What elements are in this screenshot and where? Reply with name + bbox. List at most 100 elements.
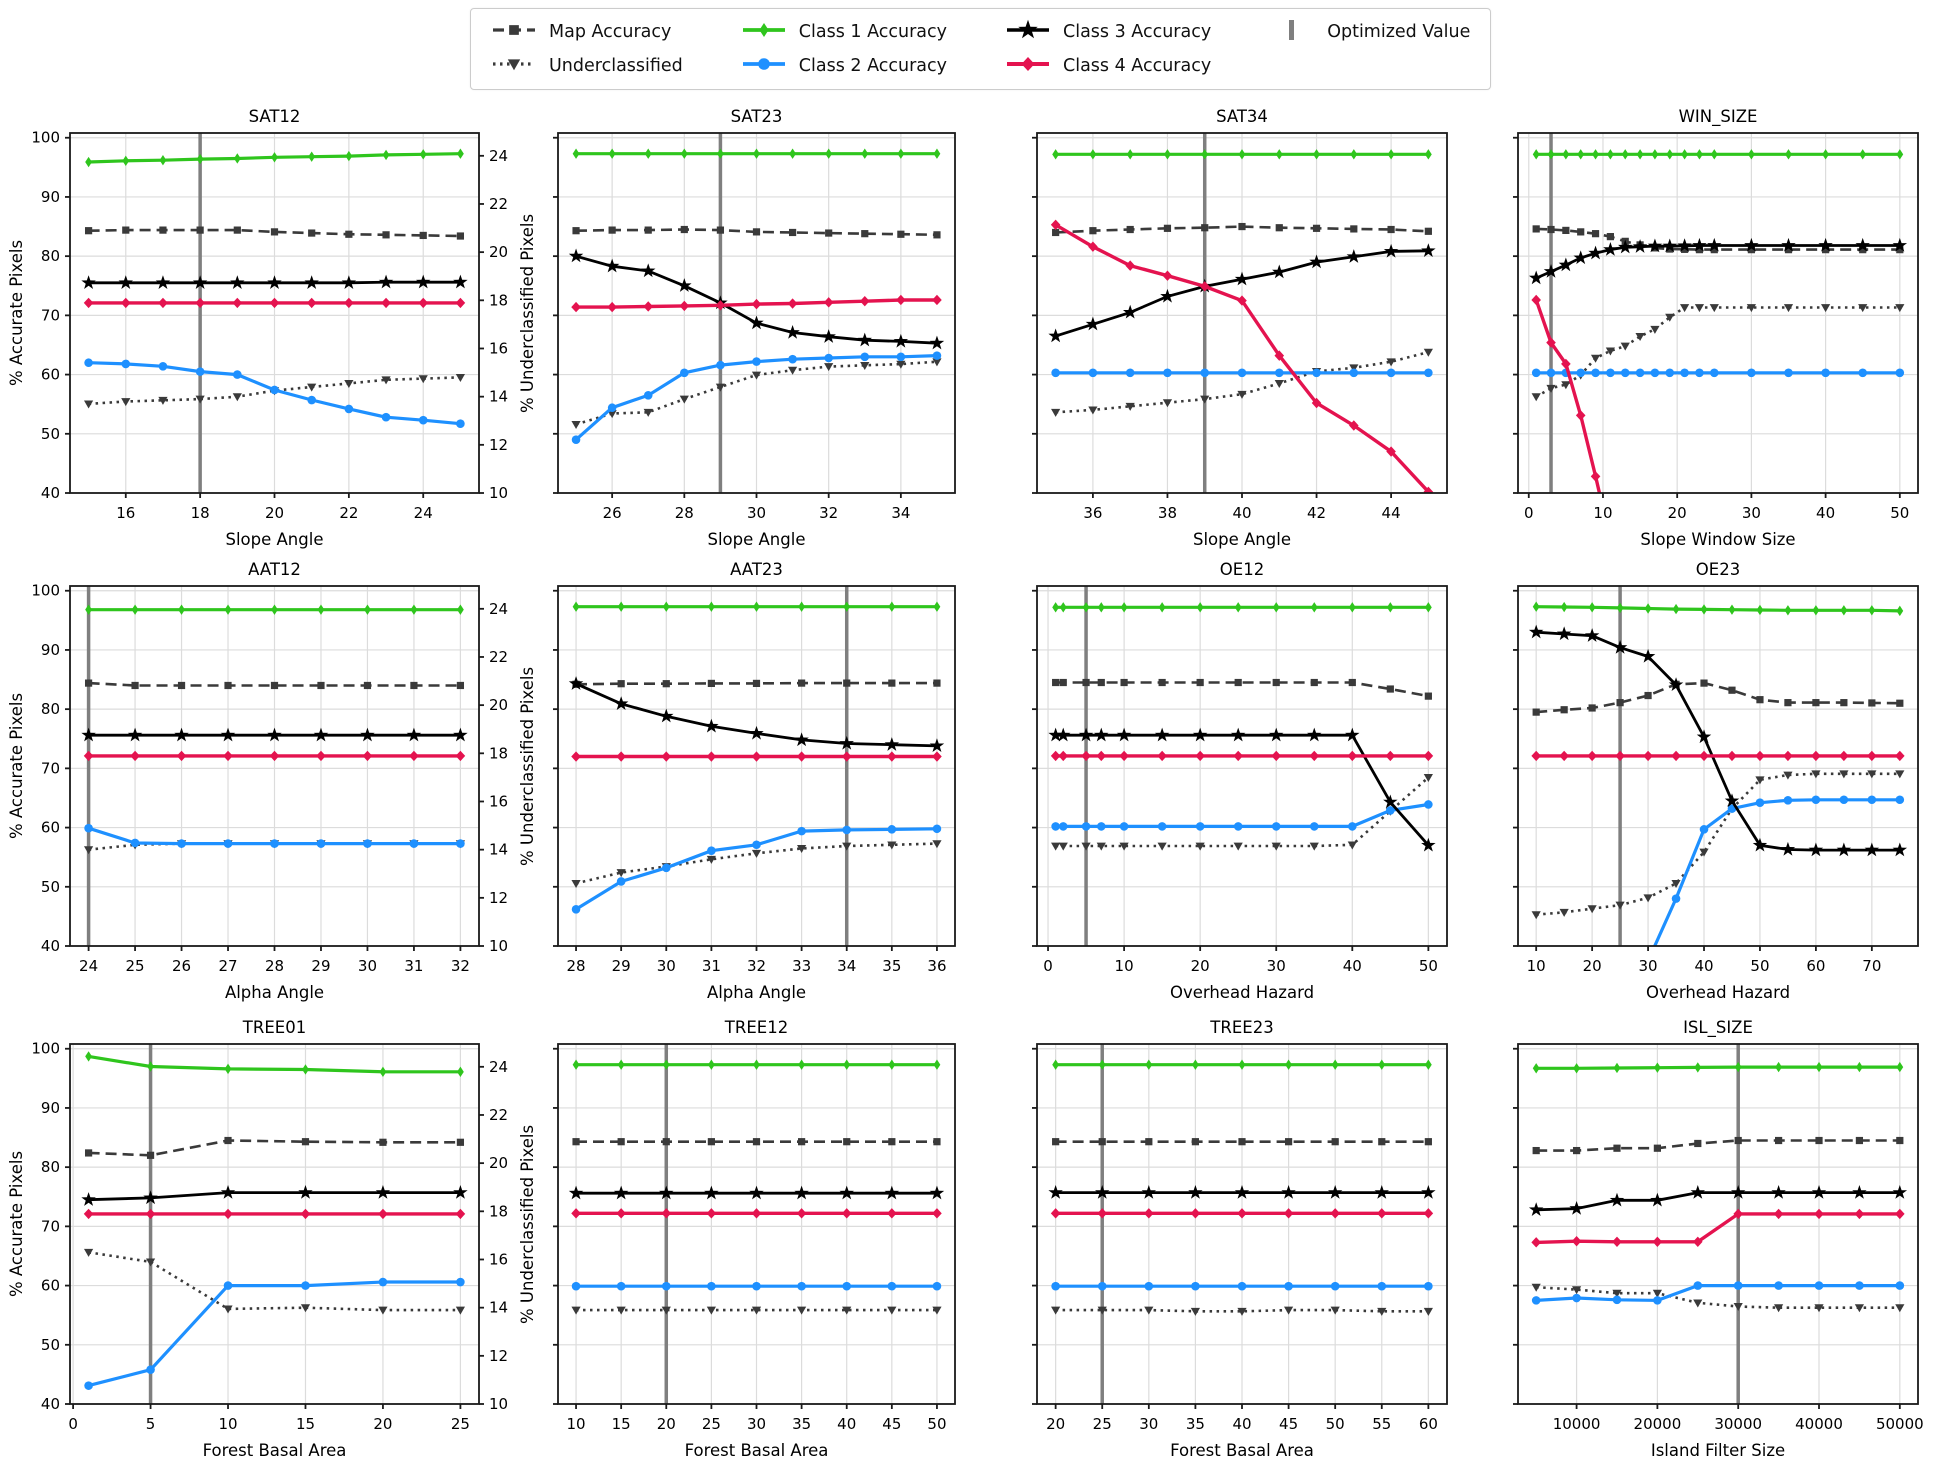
svg-text:25: 25 <box>451 1415 470 1433</box>
svg-text:40: 40 <box>1343 957 1362 975</box>
TREE12-class4-series <box>571 1208 942 1219</box>
OE12-map_accuracy-series <box>1052 678 1432 700</box>
class4-marker-icon <box>1005 52 1051 80</box>
OE23-map_accuracy-line <box>1536 681 1900 714</box>
AAT12-class1-series <box>85 604 464 615</box>
svg-text:10: 10 <box>566 1415 585 1433</box>
SAT23-class1-series <box>572 148 941 159</box>
subplot-TREE23: 20 25 30 35 40 45 50 55 60 TREE23 Forest Basal Are… <box>1032 1018 1448 1460</box>
svg-text:25: 25 <box>1093 1415 1112 1433</box>
SAT34-ticks <box>1032 136 1392 498</box>
AAT23-class1-series <box>572 601 941 612</box>
subplot-OE12: 0 10 20 30 40 50 OE12 Overhead Hazard <box>1032 560 1448 1002</box>
svg-text:30: 30 <box>747 1415 766 1433</box>
TREE01-class4-series <box>83 1208 466 1220</box>
AAT23-class3-series <box>568 676 945 753</box>
SAT12-class3-series <box>81 274 468 289</box>
svg-text:15: 15 <box>296 1415 315 1433</box>
OE12-class4-series <box>1050 750 1434 762</box>
SAT23-title: SAT23 <box>731 107 783 126</box>
OE23-class2-markers <box>1671 795 1905 903</box>
SAT12-map_accuracy-markers <box>84 226 465 240</box>
SAT12-map_accuracy-series <box>84 226 465 240</box>
TREE23-ticks <box>1032 1047 1430 1409</box>
TREE12-underclassified-markers <box>571 1306 942 1315</box>
svg-text:16: 16 <box>116 504 135 522</box>
svg-text:90: 90 <box>41 188 60 206</box>
TREE01-class4-markers <box>83 1208 466 1220</box>
svg-text:50: 50 <box>41 878 60 896</box>
svg-text:60: 60 <box>41 366 60 384</box>
svg-text:40000: 40000 <box>1795 1415 1843 1433</box>
WIN_SIZE-xlabel: Slope Window Size <box>1640 530 1795 549</box>
ylabel-accurate-row2: % Accurate Pixels <box>7 692 26 840</box>
grid-TREE01 <box>70 1044 479 1404</box>
AAT23-class2-series <box>571 824 942 914</box>
OE12-class3-series <box>1048 727 1436 852</box>
OE23-class2-line <box>1652 798 1900 946</box>
svg-text:20: 20 <box>1046 1415 1065 1433</box>
grid-TREE12 <box>558 1044 955 1404</box>
OE12-class1-series <box>1052 602 1432 613</box>
AAT23-map_accuracy-series <box>572 679 941 688</box>
WIN_SIZE-class1-markers <box>1532 149 1904 160</box>
WIN_SIZE-underclassified-series <box>1531 304 1905 402</box>
SAT23-map_accuracy-series <box>572 225 941 239</box>
ISL_SIZE-class4-line <box>1536 1212 1900 1245</box>
legend-item-map-accuracy: Map Accuracy <box>491 18 683 46</box>
svg-text:30: 30 <box>1139 1415 1158 1433</box>
AAT12-class3-markers <box>81 727 468 742</box>
svg-text:29: 29 <box>612 957 631 975</box>
svg-text:10000: 10000 <box>1553 1415 1601 1433</box>
svg-text:22: 22 <box>489 195 508 213</box>
AAT12-title: AAT12 <box>248 560 301 579</box>
svg-text:50: 50 <box>1326 1415 1345 1433</box>
svg-text:0: 0 <box>1043 957 1053 975</box>
svg-text:0: 0 <box>1524 504 1534 522</box>
SAT34-map_accuracy-series <box>1052 222 1432 237</box>
SAT23-class2-markers <box>571 351 942 445</box>
ylabel-accurate-row1: % Accurate Pixels <box>7 239 26 387</box>
svg-text:26: 26 <box>603 504 622 522</box>
OE12-xlabel: Overhead Hazard <box>1170 983 1314 1002</box>
svg-text:14: 14 <box>489 1299 508 1317</box>
ISL_SIZE-underclassified-markers <box>1531 1283 1905 1313</box>
underclassified-marker-icon <box>491 52 537 80</box>
grid-WIN_SIZE <box>1518 133 1918 493</box>
svg-text:80: 80 <box>41 247 60 265</box>
SAT23-class1-markers <box>572 148 941 159</box>
svg-text:50: 50 <box>41 1336 60 1354</box>
svg-text:28: 28 <box>675 504 694 522</box>
svg-text:10: 10 <box>1527 957 1546 975</box>
AAT12-map_accuracy-line <box>88 681 461 687</box>
legend-label-class3: Class 3 Accuracy <box>1063 22 1212 42</box>
AAT23-underclassified-markers <box>571 840 942 888</box>
OE23-underclassified-markers <box>1531 770 1905 920</box>
OE23-class3-line <box>1536 630 1900 852</box>
TREE01-map_accuracy-line <box>88 1139 461 1157</box>
svg-text:40: 40 <box>1816 504 1835 522</box>
svg-text:24: 24 <box>414 504 433 522</box>
svg-text:25: 25 <box>702 1415 721 1433</box>
WIN_SIZE-class3-markers <box>1528 237 1908 285</box>
TREE23-class1-markers <box>1052 1059 1432 1070</box>
grid-SAT23 <box>558 133 955 493</box>
AAT23-underclassified-series <box>571 840 942 888</box>
TREE01-class2-markers <box>84 1277 465 1390</box>
svg-text:5: 5 <box>146 1415 156 1433</box>
ISL_SIZE-class1-line <box>1536 1065 1900 1070</box>
legend-item-optimized-value: Optimized Value <box>1269 18 1470 46</box>
svg-text:24: 24 <box>489 1058 508 1076</box>
SAT12-title: SAT12 <box>249 107 301 126</box>
TREE01-xlabel: Forest Basal Area <box>203 1441 347 1460</box>
svg-text:22: 22 <box>489 1106 508 1124</box>
TREE23-class4-series <box>1050 1208 1434 1219</box>
grid-AAT12 <box>70 586 479 946</box>
TREE01-class1-line <box>88 1054 461 1074</box>
ylabel-underclassified-row3: % Underclassified Pixels <box>518 1124 537 1324</box>
AAT23-class3-markers <box>568 676 945 753</box>
OE23-class1-line <box>1536 605 1900 613</box>
grid-OE12 <box>1037 586 1447 946</box>
TREE01-map_accuracy-markers <box>84 1136 465 1159</box>
svg-text:45: 45 <box>882 1415 901 1433</box>
